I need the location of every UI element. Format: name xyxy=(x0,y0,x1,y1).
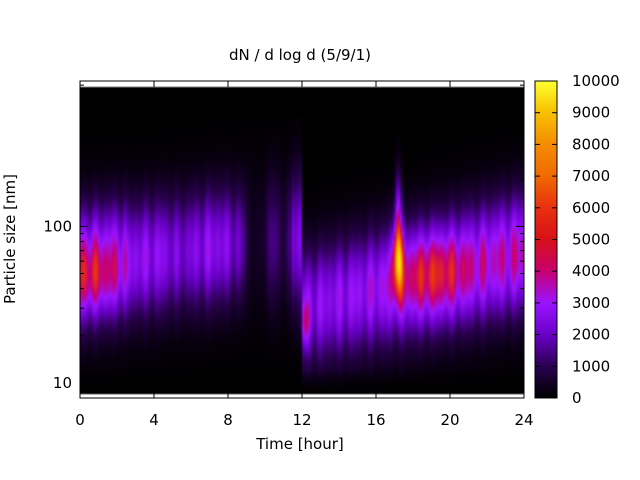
x-tick-label: 20 xyxy=(440,411,459,429)
colorbar-tick-label: 0 xyxy=(572,389,582,407)
colorbar-tick-label: 3000 xyxy=(572,294,610,312)
y-tick-label: 100 xyxy=(43,217,72,235)
x-tick-label: 0 xyxy=(75,411,85,429)
colorbar-tick-label: 1000 xyxy=(572,357,610,375)
colorbar-gradient xyxy=(535,81,557,398)
x-tick-label: 8 xyxy=(223,411,233,429)
chart-title: dN / d log d (5/9/1) xyxy=(229,46,371,64)
colorbar-tick-label: 7000 xyxy=(572,167,610,185)
heatmap-image xyxy=(80,81,524,398)
x-tick-label: 4 xyxy=(149,411,159,429)
x-tick-label: 24 xyxy=(514,411,533,429)
colorbar: 0 1000 2000 3000 4000 5000 6000 7000 8000 9000 100… xyxy=(534,72,620,407)
x-tick-label: 12 xyxy=(292,411,311,429)
plot-area xyxy=(79,80,525,399)
x-axis: 0 4 8 12 16 20 24 xyxy=(75,81,534,429)
colorbar-tick-label: 6000 xyxy=(572,199,610,217)
colorbar-tick-label: 5000 xyxy=(572,231,610,249)
colorbar-tick-label: 8000 xyxy=(572,135,610,153)
colorbar-tick-label: 2000 xyxy=(572,326,610,344)
y-axis: 10 100 xyxy=(43,84,524,399)
colorbar-tick-label: 4000 xyxy=(572,262,610,280)
colorbar-tick-label: 10000 xyxy=(572,72,620,90)
x-tick-label: 16 xyxy=(366,411,385,429)
colorbar-tick-label: 9000 xyxy=(572,104,610,122)
x-axis-label: Time [hour] xyxy=(255,435,344,453)
colorbar-ticks: 0 1000 2000 3000 4000 5000 6000 7000 8000 9000 100… xyxy=(535,72,620,407)
y-axis-label: Particle size [nm] xyxy=(1,174,19,304)
y-tick-label: 10 xyxy=(53,374,72,392)
